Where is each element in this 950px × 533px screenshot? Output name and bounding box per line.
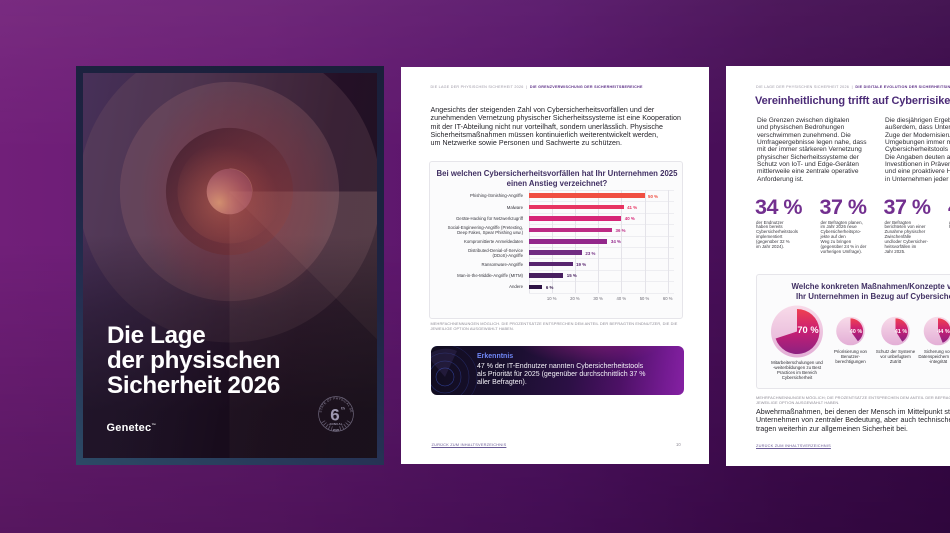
- svg-text:70 %: 70 %: [797, 325, 819, 335]
- svg-text:41 %: 41 %: [895, 329, 908, 335]
- svg-text:40 %: 40 %: [850, 329, 863, 335]
- svg-text:6: 6: [330, 405, 339, 424]
- svg-text:2026: 2026: [332, 427, 339, 431]
- svg-text:ANNUAL: ANNUAL: [329, 422, 343, 426]
- svg-text:44 %: 44 %: [937, 329, 950, 335]
- svg-text:th: th: [341, 405, 345, 410]
